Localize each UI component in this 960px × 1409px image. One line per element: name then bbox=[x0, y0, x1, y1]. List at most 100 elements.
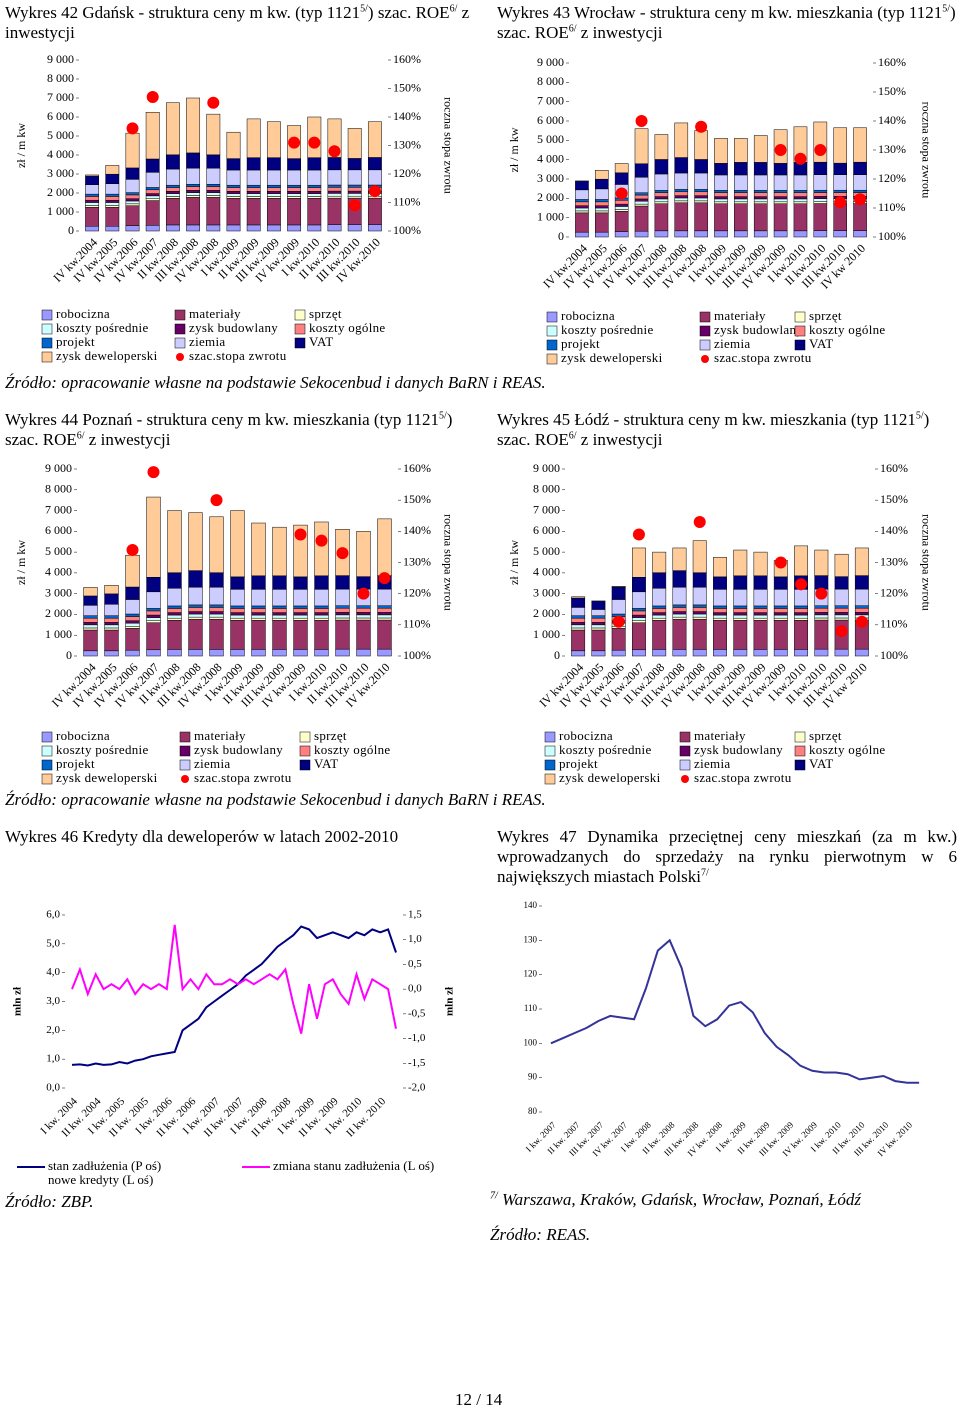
bar-segment bbox=[734, 196, 748, 200]
bar-segment bbox=[293, 589, 308, 607]
tick-label: 4 000 bbox=[47, 147, 74, 161]
bar-segment bbox=[85, 205, 100, 208]
bar-segment bbox=[813, 198, 828, 202]
bar-segment bbox=[327, 224, 342, 232]
legend-label: projekt bbox=[561, 336, 600, 351]
bar-segment bbox=[733, 605, 748, 609]
chart-title: Wykres 43 Wrocław - struktura ceny m kw.… bbox=[497, 3, 957, 43]
legend-marker bbox=[546, 353, 558, 365]
title-superscript: 5/ bbox=[915, 410, 924, 422]
rate-dot bbox=[795, 578, 808, 591]
bar-segment bbox=[614, 172, 629, 185]
bar-segment bbox=[251, 614, 266, 619]
legend-marker bbox=[546, 311, 558, 323]
bar-segment bbox=[694, 172, 708, 190]
bar-segment bbox=[773, 620, 788, 650]
bar-segment bbox=[571, 617, 586, 623]
bar-segment bbox=[104, 627, 119, 631]
bar-segment bbox=[226, 187, 241, 192]
bar-segment bbox=[188, 618, 203, 650]
legend-label: VAT bbox=[309, 334, 334, 349]
bar-segment bbox=[209, 649, 224, 657]
bar-segment bbox=[733, 608, 748, 613]
bar-segment bbox=[672, 570, 687, 588]
bar-segment bbox=[571, 607, 586, 616]
bar-segment bbox=[654, 159, 669, 175]
tick-label: 6 000 bbox=[537, 113, 564, 127]
bar-segment bbox=[794, 545, 809, 577]
bar-segment bbox=[734, 162, 748, 176]
bar-segment bbox=[145, 172, 160, 188]
rate-dot bbox=[612, 615, 625, 628]
bar-segment bbox=[813, 174, 828, 191]
bar-segment bbox=[335, 607, 350, 613]
bar-segment bbox=[611, 599, 626, 615]
bar-segment bbox=[226, 158, 241, 171]
tick-label: 110% bbox=[403, 617, 431, 631]
bar-segment bbox=[794, 614, 809, 619]
bar-segment bbox=[226, 131, 241, 159]
bar-segment bbox=[314, 575, 329, 590]
bar-segment bbox=[854, 612, 869, 616]
source: Źródło: REAS. bbox=[490, 1225, 591, 1244]
bar-segment bbox=[335, 588, 350, 606]
bar-segment bbox=[631, 591, 646, 609]
rate-dot bbox=[146, 91, 159, 104]
bar-segment bbox=[634, 200, 649, 205]
bar-segment bbox=[104, 629, 119, 652]
title-superscript: 5/ bbox=[438, 410, 447, 422]
bar-segment bbox=[165, 196, 180, 199]
bar-segment bbox=[692, 604, 707, 608]
tick-label: 7 000 bbox=[533, 502, 560, 516]
bar-segment bbox=[814, 614, 829, 619]
tick-label: 100% bbox=[878, 229, 906, 243]
bar-segment bbox=[773, 576, 788, 590]
legend-marker bbox=[699, 311, 711, 323]
tick-label: 150% bbox=[403, 492, 431, 506]
bar-segment bbox=[186, 190, 201, 193]
bar-segment bbox=[167, 510, 182, 573]
bar-segment bbox=[145, 187, 160, 191]
tick-label: 9 000 bbox=[47, 52, 74, 66]
bar-segment bbox=[377, 648, 392, 657]
bar-segment bbox=[272, 649, 287, 657]
bar-segment bbox=[854, 648, 869, 657]
bar-segment bbox=[571, 627, 586, 631]
tick-label: 5,0 bbox=[46, 937, 60, 949]
bar-segment bbox=[834, 553, 849, 577]
bar-segment bbox=[652, 588, 667, 607]
tick-label: 0,0 bbox=[46, 1082, 60, 1094]
tick-label: 4,0 bbox=[46, 966, 60, 978]
bar-segment bbox=[773, 203, 788, 232]
bar-segment bbox=[125, 613, 140, 617]
bar-segment bbox=[853, 230, 867, 238]
legend-label: sprzęt bbox=[309, 306, 342, 321]
bar-segment bbox=[186, 152, 201, 169]
chart-title: Wykres 45 Łódź - struktura ceny m kw. mi… bbox=[497, 410, 957, 450]
bar-segment bbox=[367, 169, 382, 186]
bar-segment bbox=[83, 615, 98, 619]
bar-segment bbox=[314, 605, 329, 609]
legend-label: robocizna bbox=[561, 308, 615, 323]
bar-segment bbox=[266, 224, 281, 232]
bar-segment bbox=[314, 521, 329, 577]
legend-label: koszty ogólne bbox=[809, 322, 885, 337]
source: Źródło: opracowanie własne na podstawie … bbox=[5, 790, 546, 809]
bar-segment bbox=[226, 169, 241, 186]
tick-label: 3 000 bbox=[47, 166, 74, 180]
legend-label: koszty ogólne bbox=[309, 320, 385, 335]
bar-segment bbox=[713, 557, 727, 578]
bar-segment bbox=[591, 629, 606, 652]
bar-segment bbox=[125, 203, 140, 206]
tick-label: 130% bbox=[403, 554, 431, 568]
bar-segment bbox=[145, 225, 160, 232]
bar-segment bbox=[272, 575, 287, 590]
bar-segment bbox=[377, 605, 392, 609]
bar-segment bbox=[773, 608, 788, 613]
bar-segment bbox=[614, 231, 629, 238]
tick-label: 130% bbox=[393, 137, 421, 151]
source: Źródło: ZBP. bbox=[5, 1192, 94, 1211]
bar-segment bbox=[734, 203, 748, 232]
bar-segment bbox=[272, 620, 287, 650]
bar-segment bbox=[833, 192, 848, 197]
